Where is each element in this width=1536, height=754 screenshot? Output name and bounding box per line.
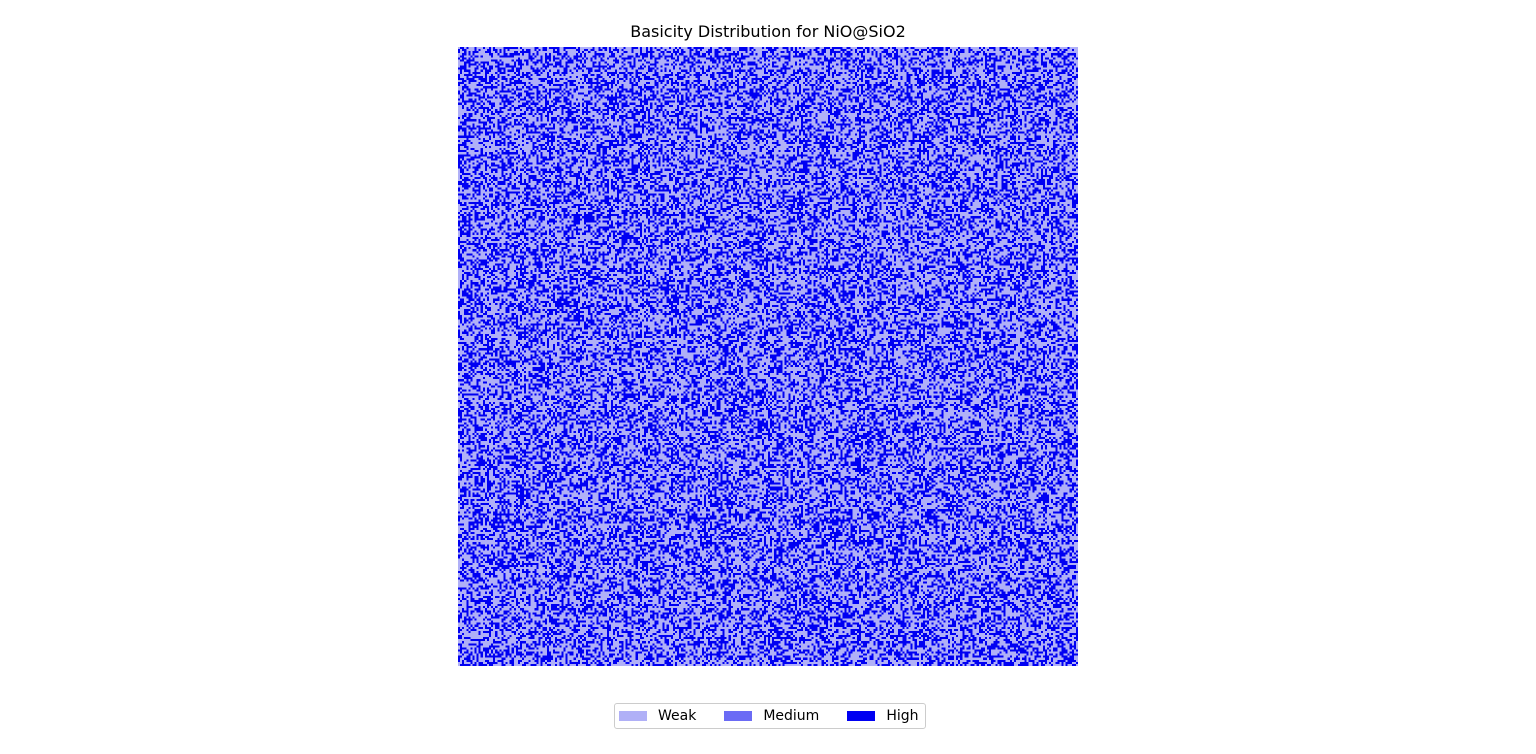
legend-label-weak: Weak [658, 708, 697, 724]
heatmap-plot [458, 47, 1078, 666]
legend-label-high: High [886, 708, 919, 724]
legend-entry-weak: Weak [619, 708, 696, 724]
legend: Weak Medium High [614, 703, 926, 729]
legend-swatch-high [847, 711, 876, 721]
chart-title: Basicity Distribution for NiO@SiO2 [630, 22, 906, 41]
legend-swatch-weak [619, 711, 647, 721]
legend-label-medium: Medium [763, 708, 820, 724]
legend-entry-medium: Medium [724, 708, 819, 724]
legend-swatch-medium [724, 711, 753, 721]
legend-entry-high: High [847, 708, 919, 724]
